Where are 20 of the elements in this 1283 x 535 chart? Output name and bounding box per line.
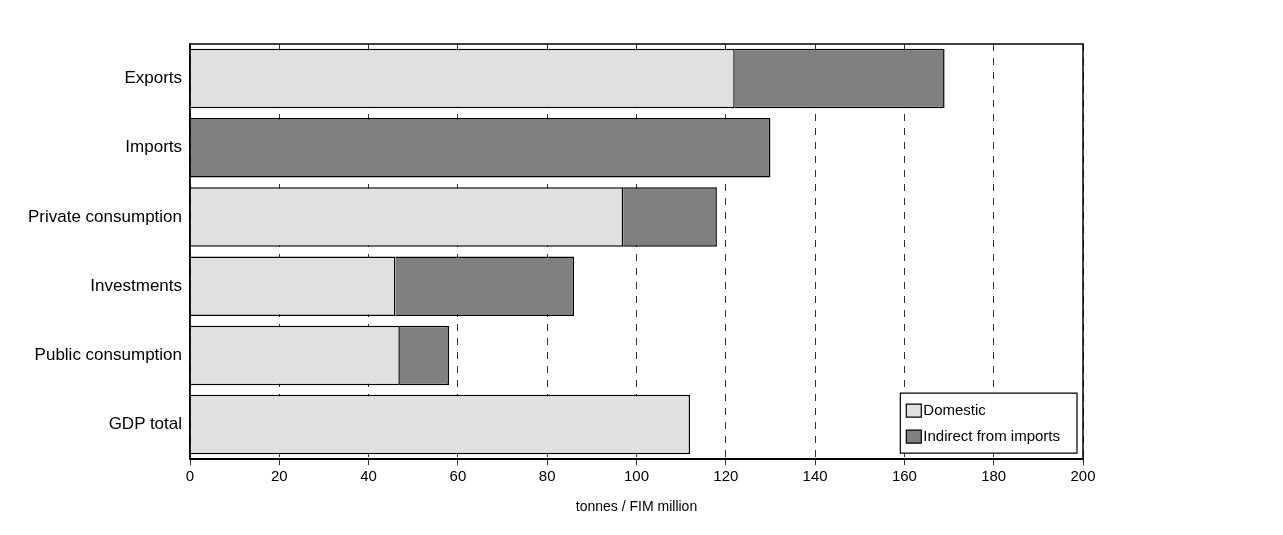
y-tick-label: Private consumption — [27, 206, 183, 226]
x-tick-label: 0 — [185, 467, 195, 485]
x-axis-title: tonnes / FIM million — [575, 498, 698, 515]
x-tick-label: 120 — [713, 467, 739, 485]
x-tick-label: 180 — [981, 467, 1007, 485]
x-tick-label: 20 — [270, 467, 288, 485]
x-tick-label: 160 — [891, 467, 917, 485]
x-tick-label: 40 — [360, 467, 377, 485]
legend-label: Domestic — [923, 401, 987, 419]
x-tick-label: 80 — [538, 467, 556, 485]
y-tick-label: Public consumption — [34, 345, 183, 365]
x-tick-label: 100 — [623, 467, 650, 485]
x-tick-label: 60 — [449, 467, 467, 485]
x-tick-label: 200 — [1070, 467, 1096, 485]
legend-label: Indirect from imports — [923, 427, 1060, 445]
y-tick-label: Exports — [124, 68, 183, 88]
y-tick-label: Investments — [90, 275, 183, 295]
y-tick-label: Imports — [125, 137, 183, 157]
y-tick-label: GDP total — [108, 414, 183, 434]
x-tick-label: 140 — [802, 467, 828, 485]
